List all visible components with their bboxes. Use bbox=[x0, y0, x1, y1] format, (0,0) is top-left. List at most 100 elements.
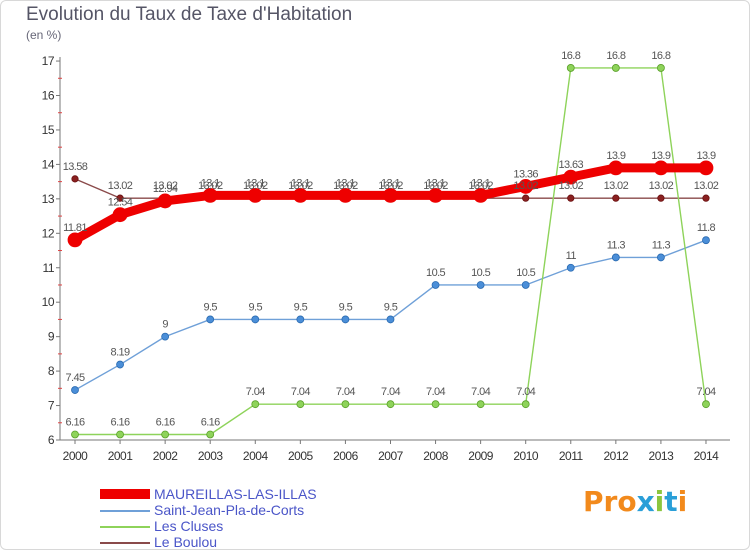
x-tick-label: 2006 bbox=[333, 449, 359, 463]
data-point bbox=[116, 194, 124, 202]
data-label: 13.02 bbox=[108, 180, 133, 192]
data-point bbox=[161, 332, 170, 341]
data-point bbox=[428, 188, 443, 203]
data-point bbox=[521, 281, 530, 289]
data-label: 13.9 bbox=[696, 150, 715, 162]
x-tick-label: 2009 bbox=[468, 449, 494, 463]
legend-item-le-boulou: Le Boulou bbox=[100, 534, 420, 550]
data-point bbox=[522, 194, 530, 202]
logo-letter: i bbox=[677, 485, 688, 518]
x-tick-label: 2001 bbox=[108, 449, 134, 463]
data-point bbox=[386, 315, 395, 324]
legend-label-les-cluses: Les Cluses bbox=[154, 518, 224, 534]
data-point bbox=[657, 253, 665, 262]
data-label: 13.02 bbox=[423, 180, 448, 192]
data-label: 9.5 bbox=[339, 301, 353, 313]
data-point bbox=[476, 281, 485, 289]
data-point bbox=[251, 315, 260, 324]
x-tick-label: 2010 bbox=[513, 449, 539, 463]
data-label: 13.1 bbox=[381, 177, 400, 189]
logo-letter: P bbox=[583, 485, 604, 518]
data-label: 6.16 bbox=[111, 416, 130, 428]
y-tick-label: 10 bbox=[42, 295, 55, 309]
data-label: 11.8 bbox=[697, 222, 716, 234]
x-tick-label: 2011 bbox=[559, 449, 584, 463]
data-point bbox=[611, 253, 620, 262]
y-tick-label: 13 bbox=[42, 192, 55, 206]
logo-letter: o bbox=[617, 485, 637, 518]
data-label: 11.3 bbox=[652, 239, 671, 251]
legend-item-maureillas: MAUREILLAS-LAS-ILLAS bbox=[100, 486, 420, 502]
data-label: 9.5 bbox=[294, 301, 308, 313]
data-label: 7.04 bbox=[516, 386, 535, 398]
legend-item-saint-jean: Saint-Jean-Pla-de-Corts bbox=[100, 502, 420, 518]
data-label: 13.02 bbox=[288, 180, 313, 192]
data-point bbox=[202, 188, 218, 203]
data-label: 13.1 bbox=[471, 177, 490, 189]
data-point bbox=[386, 400, 395, 409]
data-label: 13.1 bbox=[291, 177, 310, 189]
x-tick-label: 2004 bbox=[243, 449, 269, 463]
data-point bbox=[566, 263, 575, 272]
data-label: 13.02 bbox=[604, 180, 629, 192]
data-point bbox=[71, 175, 79, 183]
data-label: 13.9 bbox=[606, 150, 625, 162]
data-label: 16.8 bbox=[651, 50, 670, 62]
logo-letter: t bbox=[664, 485, 678, 518]
data-label: 7.04 bbox=[336, 386, 355, 398]
data-label: 13.58 bbox=[63, 161, 88, 173]
data-point bbox=[431, 400, 440, 409]
data-point bbox=[296, 400, 305, 409]
chart-subtitle: (en %) bbox=[26, 28, 62, 42]
data-label: 9 bbox=[162, 319, 168, 331]
x-tick-label: 2003 bbox=[198, 449, 224, 463]
data-label: 7.04 bbox=[471, 386, 490, 398]
data-point bbox=[563, 169, 579, 185]
series-line-1 bbox=[74, 239, 707, 391]
data-label: 12.54 bbox=[108, 197, 133, 209]
data-point bbox=[116, 360, 124, 369]
data-label: 7.04 bbox=[696, 386, 715, 398]
data-label: 11 bbox=[566, 250, 577, 262]
data-point bbox=[653, 160, 669, 176]
data-label: 13.02 bbox=[153, 180, 178, 192]
proxiti-logo: Proxiti bbox=[583, 485, 687, 518]
data-point bbox=[71, 386, 79, 394]
y-tick-label: 17 bbox=[42, 54, 55, 68]
data-point bbox=[67, 232, 83, 248]
data-label: 13.02 bbox=[198, 180, 223, 192]
x-tick-label: 2008 bbox=[423, 449, 449, 463]
chart-title: Evolution du Taux de Taxe d'Habitation bbox=[26, 4, 353, 25]
data-point bbox=[473, 188, 489, 203]
data-label: 13.02 bbox=[649, 180, 674, 192]
data-label: 13.1 bbox=[246, 177, 265, 189]
y-tick-label: 12 bbox=[42, 226, 55, 240]
data-point bbox=[431, 281, 440, 289]
data-point bbox=[247, 188, 263, 203]
data-label: 7.04 bbox=[291, 386, 310, 398]
data-point bbox=[206, 430, 215, 439]
data-label: 8.19 bbox=[111, 347, 130, 359]
data-point bbox=[71, 430, 79, 439]
data-label: 7.45 bbox=[65, 372, 84, 384]
data-point bbox=[292, 188, 308, 203]
data-point bbox=[296, 315, 305, 324]
data-label: 13.02 bbox=[559, 180, 584, 192]
data-label: 11.81 bbox=[63, 222, 87, 234]
data-label: 9.5 bbox=[384, 301, 398, 313]
x-tick-label: 2000 bbox=[63, 449, 89, 463]
data-point bbox=[521, 400, 530, 409]
data-label: 13.36 bbox=[513, 168, 538, 180]
data-point bbox=[161, 430, 170, 439]
data-label: 13.02 bbox=[694, 180, 719, 192]
data-point bbox=[341, 315, 350, 324]
y-tick-label: 11 bbox=[43, 261, 55, 275]
data-point bbox=[251, 400, 260, 409]
logo-letter: x bbox=[636, 485, 655, 518]
data-point bbox=[657, 194, 665, 202]
data-point bbox=[383, 188, 398, 203]
data-point bbox=[341, 400, 350, 409]
y-tick-label: 7 bbox=[48, 399, 55, 413]
y-tick-label: 8 bbox=[48, 364, 55, 378]
